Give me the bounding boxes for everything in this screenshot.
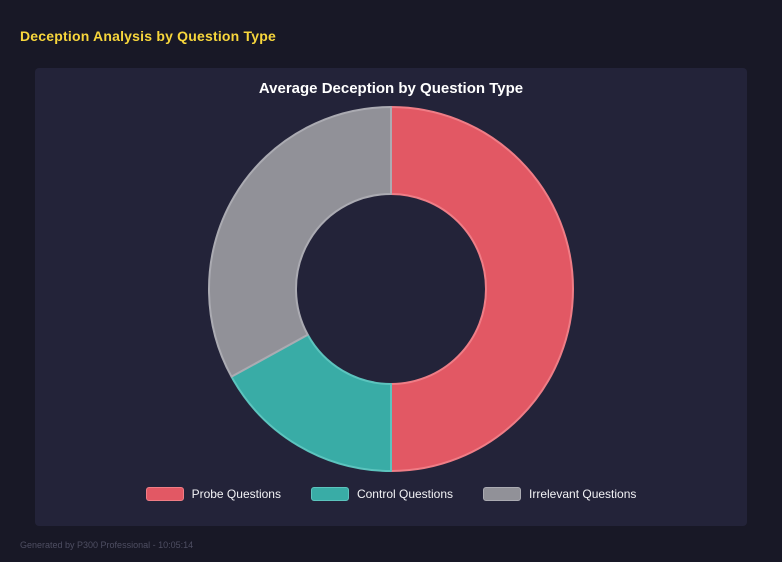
chart-panel: Average Deception by Question Type Probe… [35, 68, 747, 526]
donut-slice [208, 106, 392, 378]
legend-swatch-icon [483, 487, 522, 501]
legend-item[interactable]: Irrelevant Questions [483, 487, 636, 501]
donut-chart-svg [208, 106, 574, 472]
donut-slice [390, 106, 574, 472]
donut-chart [205, 103, 577, 475]
footer-text: Generated by P300 Professional - 10:05:1… [20, 540, 194, 550]
chart-legend: Probe Questions Control Questions Irreleva… [35, 487, 747, 501]
legend-label: Probe Questions [191, 487, 281, 501]
donut-slice [230, 333, 392, 472]
legend-label: Irrelevant Questions [529, 487, 637, 501]
page-title: Deception Analysis by Question Type [20, 28, 276, 44]
legend-item[interactable]: Probe Questions [145, 487, 281, 501]
legend-label: Control Questions [356, 487, 454, 501]
legend-item[interactable]: Control Questions [310, 487, 454, 501]
legend-swatch-icon [310, 487, 349, 501]
chart-title: Average Deception by Question Type [258, 80, 524, 97]
legend-swatch-icon [145, 487, 184, 501]
